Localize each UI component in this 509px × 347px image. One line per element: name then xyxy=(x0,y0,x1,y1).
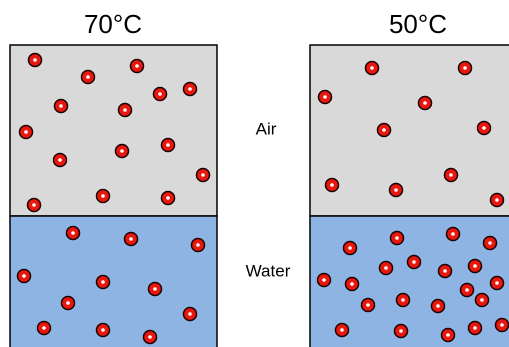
molecule-highlight xyxy=(66,301,70,305)
molecule-highlight xyxy=(394,188,398,192)
molecule-highlight xyxy=(451,232,455,236)
diagram: 70°C 50°C Air Water xyxy=(0,0,509,347)
molecule-highlight xyxy=(58,158,62,162)
molecule-highlight xyxy=(446,333,450,337)
molecule-highlight xyxy=(463,66,467,70)
molecule-highlight xyxy=(120,149,124,153)
molecule-highlight xyxy=(24,130,28,134)
left-temperature: 70°C xyxy=(84,9,142,39)
molecule-highlight xyxy=(412,260,416,264)
molecule-highlight xyxy=(500,323,504,327)
molecule-highlight xyxy=(330,183,334,187)
molecule-highlight xyxy=(86,75,90,79)
molecule-highlight xyxy=(482,126,486,130)
molecule-highlight xyxy=(22,274,26,278)
molecule-highlight xyxy=(123,108,127,112)
molecule-highlight xyxy=(32,203,36,207)
molecule-highlight xyxy=(201,173,205,177)
molecule-highlight xyxy=(495,281,499,285)
molecule-highlight xyxy=(322,278,326,282)
molecule-highlight xyxy=(71,231,75,235)
molecule-highlight xyxy=(42,326,46,330)
molecule-highlight xyxy=(399,329,403,333)
molecule-highlight xyxy=(495,198,499,202)
molecule-highlight xyxy=(148,335,152,339)
molecule-highlight xyxy=(449,173,453,177)
molecule-highlight xyxy=(59,104,63,108)
molecule-highlight xyxy=(384,266,388,270)
water-label: Water xyxy=(246,261,291,280)
air-label: Air xyxy=(256,119,277,138)
molecule-highlight xyxy=(101,328,105,332)
left-air xyxy=(10,45,217,216)
molecule-highlight xyxy=(395,236,399,240)
molecule-highlight xyxy=(473,264,477,268)
molecule-highlight xyxy=(188,87,192,91)
molecule-highlight xyxy=(401,298,405,302)
molecule-highlight xyxy=(370,66,374,70)
molecule-highlight xyxy=(153,287,157,291)
molecule-highlight xyxy=(129,237,133,241)
molecule-highlight xyxy=(366,303,370,307)
molecule-highlight xyxy=(423,101,427,105)
molecule-highlight xyxy=(480,298,484,302)
right-temperature: 50°C xyxy=(389,9,447,39)
molecule-highlight xyxy=(348,246,352,250)
molecule-highlight xyxy=(188,312,192,316)
molecule-highlight xyxy=(323,95,327,99)
molecule-highlight xyxy=(436,304,440,308)
molecule-highlight xyxy=(101,280,105,284)
molecule-highlight xyxy=(135,64,139,68)
molecule-highlight xyxy=(196,243,200,247)
molecule-highlight xyxy=(350,282,354,286)
molecule-highlight xyxy=(382,128,386,132)
molecule-highlight xyxy=(33,58,37,62)
molecule-highlight xyxy=(166,196,170,200)
molecule-highlight xyxy=(166,143,170,147)
molecule-highlight xyxy=(158,92,162,96)
molecule-highlight xyxy=(488,241,492,245)
molecule-highlight xyxy=(465,288,469,292)
molecule-highlight xyxy=(443,269,447,273)
molecule-highlight xyxy=(340,328,344,332)
molecule-highlight xyxy=(473,326,477,330)
molecule-highlight xyxy=(101,194,105,198)
